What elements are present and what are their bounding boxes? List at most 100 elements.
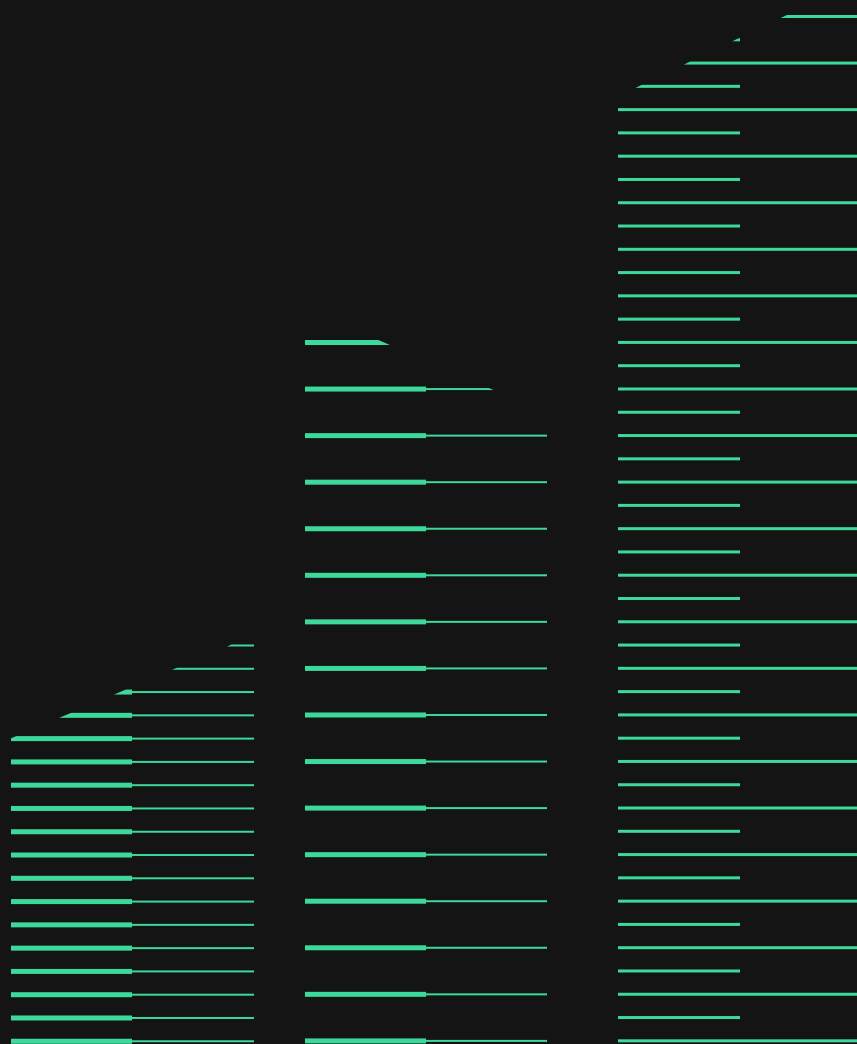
thin-stripe: [132, 784, 254, 787]
thin-stripe: [426, 574, 547, 577]
thin-stripe: [426, 900, 547, 903]
short-stripe: [618, 597, 740, 600]
thick-stripe: [11, 805, 132, 811]
thick-stripe: [305, 619, 426, 625]
thick-stripe: [305, 805, 426, 811]
thick-stripe: [305, 479, 426, 485]
thin-stripe: [132, 737, 254, 740]
thin-stripe: [426, 713, 547, 716]
thick-stripe: [305, 1038, 426, 1044]
short-stripe: [618, 690, 740, 694]
thin-stripe: [132, 993, 254, 996]
thin-stripe: [426, 527, 547, 530]
long-stripe: [618, 201, 857, 205]
short-stripe: [618, 224, 740, 228]
thick-stripe: [11, 968, 132, 974]
thin-stripe: [132, 970, 254, 973]
thick-stripe: [11, 712, 132, 718]
thin-stripe: [426, 946, 547, 949]
thin-stripe: [426, 388, 547, 391]
long-stripe: [618, 387, 857, 391]
short-stripe: [618, 876, 740, 880]
long-stripe: [618, 480, 857, 484]
thick-stripe: [305, 665, 426, 671]
short-stripe: [618, 783, 740, 787]
thick-stripe: [305, 852, 426, 858]
thick-stripe: [11, 852, 132, 858]
thin-stripe: [132, 691, 254, 694]
short-stripe: [618, 84, 740, 88]
long-stripe: [618, 573, 857, 577]
thin-stripe: [426, 1039, 547, 1042]
long-stripe: [618, 108, 857, 112]
long-stripe: [618, 294, 857, 298]
short-stripe: [618, 410, 740, 414]
short-stripe: [618, 829, 740, 833]
thin-stripe: [132, 667, 254, 670]
thick-stripe: [305, 526, 426, 532]
short-stripe: [618, 364, 740, 368]
long-stripe: [618, 61, 857, 65]
thick-stripe: [11, 875, 132, 881]
short-stripe: [618, 457, 740, 461]
thick-stripe: [11, 1015, 132, 1021]
thick-stripe: [305, 759, 426, 765]
long-stripe: [618, 434, 857, 438]
short-stripe: [618, 643, 740, 647]
thick-stripe: [305, 572, 426, 578]
thick-stripe: [305, 991, 426, 997]
short-stripe: [618, 1016, 740, 1020]
thin-stripe: [426, 667, 547, 670]
thin-stripe: [132, 947, 254, 950]
thin-stripe: [132, 830, 254, 833]
long-stripe: [618, 992, 857, 996]
thin-stripe: [426, 760, 547, 763]
thin-stripe: [132, 760, 254, 763]
long-stripe: [618, 666, 857, 670]
long-stripe: [618, 620, 857, 624]
short-stripe: [618, 922, 740, 926]
thick-stripe: [11, 829, 132, 835]
thin-stripe: [426, 807, 547, 810]
thin-stripe: [132, 923, 254, 926]
thick-stripe: [11, 899, 132, 905]
thick-stripe: [11, 1038, 132, 1044]
thin-stripe: [132, 877, 254, 880]
thin-stripe: [132, 900, 254, 903]
thin-stripe: [132, 854, 254, 857]
long-stripe: [618, 853, 857, 857]
thick-stripe: [11, 759, 132, 765]
thick-stripe: [305, 712, 426, 718]
thin-stripe: [426, 434, 547, 437]
short-stripe: [618, 550, 740, 554]
long-stripe: [618, 806, 857, 810]
short-stripe: [618, 177, 740, 181]
short-stripe: [618, 271, 740, 275]
short-stripe: [618, 969, 740, 973]
short-stripe: [618, 131, 740, 135]
thin-stripe: [426, 620, 547, 623]
thin-stripe: [426, 993, 547, 996]
thin-stripe: [426, 481, 547, 484]
thick-stripe: [305, 433, 426, 439]
thick-stripe: [305, 945, 426, 951]
thick-stripe: [305, 340, 426, 345]
long-stripe: [618, 340, 857, 344]
long-stripe: [618, 946, 857, 950]
long-stripe: [618, 713, 857, 717]
long-stripe: [618, 247, 857, 251]
thick-stripe: [305, 898, 426, 904]
short-stripe: [618, 317, 740, 321]
long-stripe: [618, 154, 857, 158]
thin-stripe: [132, 1016, 254, 1019]
thin-stripe: [132, 1040, 254, 1043]
thick-stripe: [305, 386, 426, 392]
long-stripe: [618, 527, 857, 531]
thick-stripe: [11, 782, 132, 788]
long-stripe: [618, 1039, 857, 1043]
thin-stripe: [132, 807, 254, 810]
thick-stripe: [11, 736, 132, 742]
